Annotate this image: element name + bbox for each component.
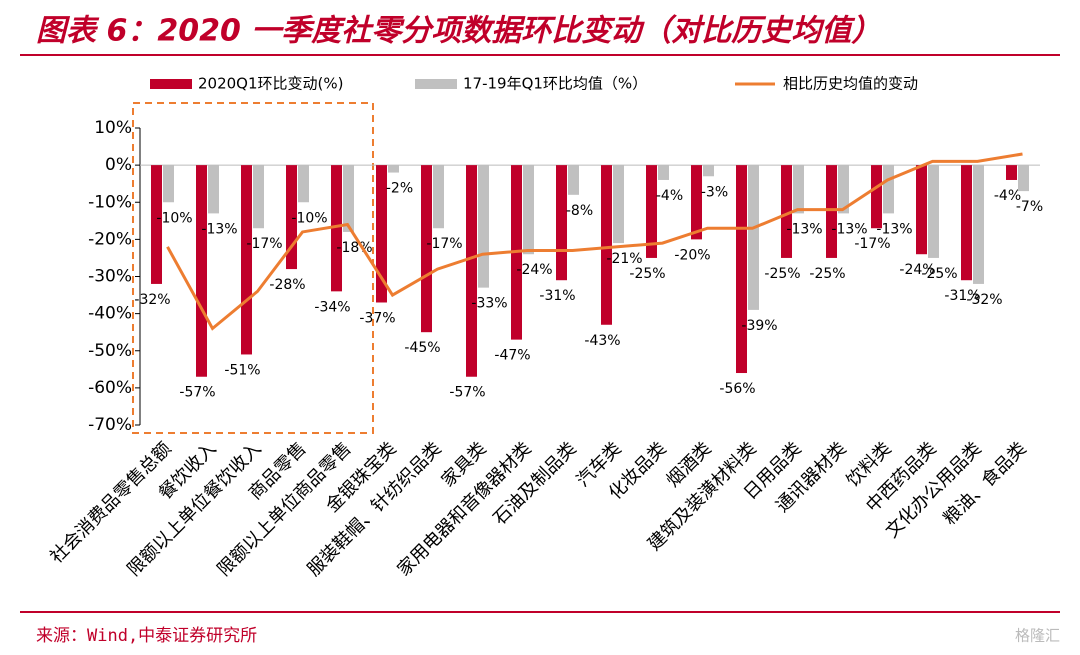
bar — [286, 165, 297, 270]
legend-swatch — [415, 79, 457, 89]
data-label: -34% — [314, 299, 350, 315]
data-label: -4% — [656, 188, 683, 204]
bar — [253, 165, 264, 229]
data-label: -47% — [494, 348, 530, 364]
bar — [568, 165, 579, 195]
data-label: -13% — [786, 221, 822, 237]
data-label: -28% — [269, 277, 305, 293]
bar — [703, 165, 714, 177]
data-label: -57% — [179, 385, 215, 401]
data-label: -3% — [701, 184, 728, 200]
bar — [241, 165, 252, 355]
data-label: -24% — [899, 262, 935, 278]
bar — [196, 165, 207, 377]
bar — [478, 165, 489, 288]
bar — [388, 165, 399, 173]
bar — [1006, 165, 1017, 180]
data-label: -13% — [876, 221, 912, 237]
watermark: 格隆汇 — [1015, 627, 1060, 645]
data-label: -51% — [224, 362, 260, 378]
bar — [736, 165, 747, 374]
data-label: -31% — [944, 288, 980, 304]
y-tick-label: -60% — [88, 378, 132, 398]
data-label: -13% — [201, 221, 237, 237]
bar — [523, 165, 534, 255]
data-label: -8% — [566, 203, 593, 219]
bar — [601, 165, 612, 325]
legend-label: 2020Q1环比变动(%) — [198, 75, 343, 93]
line — [166, 152, 1023, 331]
legend-label: 相比历史均值的变动 — [783, 75, 918, 93]
bar — [748, 165, 759, 310]
bar — [883, 165, 894, 214]
bar — [151, 165, 162, 284]
bar — [331, 165, 342, 292]
bar — [613, 165, 624, 244]
data-label: -33% — [471, 296, 507, 312]
bar — [793, 165, 804, 214]
data-label: -17% — [426, 236, 462, 252]
bar — [826, 165, 837, 258]
bar — [466, 165, 477, 377]
data-label: -31% — [539, 288, 575, 304]
chart-title: 图表 6：2020 一季度社零分项数据环比变动（对比历史均值） — [36, 14, 881, 49]
bar — [421, 165, 432, 333]
bar — [376, 165, 387, 303]
data-label: -20% — [674, 247, 710, 263]
data-label: -39% — [741, 318, 777, 334]
data-label: -25% — [921, 266, 957, 282]
bar — [556, 165, 567, 281]
data-label: -10% — [291, 210, 327, 226]
legend-label: 17-19年Q1环比均值（%） — [463, 75, 647, 93]
bar — [781, 165, 792, 258]
bar — [208, 165, 219, 214]
data-label: -43% — [584, 333, 620, 349]
data-label: -25% — [629, 266, 665, 282]
bar — [961, 165, 972, 281]
data-label: -37% — [359, 310, 395, 326]
data-label: -17% — [854, 236, 890, 252]
y-tick-label: -30% — [88, 267, 132, 287]
bar — [838, 165, 849, 214]
data-label: -10% — [156, 210, 192, 226]
bar — [298, 165, 309, 203]
data-label: -4% — [994, 188, 1021, 204]
data-label: -13% — [831, 221, 867, 237]
bar — [163, 165, 174, 203]
data-label: -25% — [809, 266, 845, 282]
y-tick-label: -20% — [88, 229, 132, 249]
y-tick-label: 10% — [94, 118, 132, 138]
data-label: -17% — [246, 236, 282, 252]
bar — [658, 165, 669, 180]
data-label: -56% — [719, 381, 755, 397]
y-tick-label: 0% — [105, 155, 132, 175]
bar — [433, 165, 444, 229]
y-tick-label: -50% — [88, 341, 132, 361]
bar — [646, 165, 657, 258]
bar — [928, 165, 939, 258]
y-tick-label: -10% — [88, 192, 132, 212]
data-label: -32% — [134, 292, 170, 308]
data-label: -7% — [1016, 199, 1043, 215]
bar — [871, 165, 882, 229]
data-label: -32% — [966, 292, 1002, 308]
data-label: -21% — [606, 251, 642, 267]
bar — [343, 165, 354, 232]
data-label: -25% — [764, 266, 800, 282]
source: 来源：Wind,中泰证券研究所 — [36, 626, 257, 646]
data-label: -57% — [449, 385, 485, 401]
bar — [691, 165, 702, 240]
data-label: -45% — [404, 340, 440, 356]
bar — [916, 165, 927, 255]
legend-swatch — [150, 79, 192, 89]
y-tick-label: -70% — [88, 415, 132, 435]
bar — [1018, 165, 1029, 192]
y-tick-label: -40% — [88, 304, 132, 324]
highlight-box — [132, 102, 374, 434]
data-label: -2% — [386, 181, 413, 197]
bar — [973, 165, 984, 284]
data-label: -24% — [516, 262, 552, 278]
